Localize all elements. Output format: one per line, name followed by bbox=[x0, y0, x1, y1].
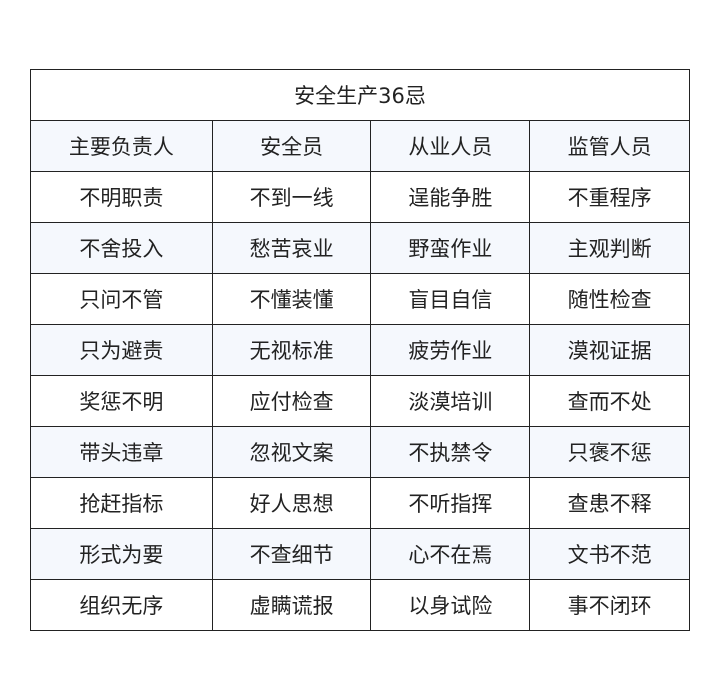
table-cell: 淡漠培训 bbox=[370, 375, 531, 427]
table-cell: 以身试险 bbox=[370, 579, 531, 631]
table-row: 只问不管 不懂装懂 盲目自信 随性检查 bbox=[30, 273, 690, 325]
table-cell: 愁苦哀业 bbox=[211, 222, 372, 274]
header-cell: 从业人员 bbox=[370, 120, 531, 172]
table-cell: 不到一线 bbox=[211, 171, 372, 223]
table-cell: 事不闭环 bbox=[529, 579, 690, 631]
table-cell: 查患不释 bbox=[529, 477, 690, 529]
table-cell: 逞能争胜 bbox=[370, 171, 531, 223]
table-cell: 不舍投入 bbox=[30, 222, 213, 274]
table-cell: 漠视证据 bbox=[529, 324, 690, 376]
table-cell: 野蛮作业 bbox=[370, 222, 531, 274]
header-cell: 主要负责人 bbox=[30, 120, 213, 172]
table-cell: 只为避责 bbox=[30, 324, 213, 376]
table-cell: 形式为要 bbox=[30, 528, 213, 580]
table-row: 抢赶指标 好人思想 不听指挥 查患不释 bbox=[30, 477, 690, 529]
table-cell: 好人思想 bbox=[211, 477, 372, 529]
table-cell: 只褒不惩 bbox=[529, 426, 690, 478]
table-cell: 不重程序 bbox=[529, 171, 690, 223]
table-cell: 带头违章 bbox=[30, 426, 213, 478]
table-cell: 查而不处 bbox=[529, 375, 690, 427]
safety-table: 安全生产36忌 主要负责人 安全员 从业人员 监管人员 不明职责 不到一线 逞能争胜… bbox=[30, 69, 690, 631]
table-cell: 随性检查 bbox=[529, 273, 690, 325]
table-cell: 不听指挥 bbox=[370, 477, 531, 529]
table-cell: 组织无序 bbox=[30, 579, 213, 631]
table-cell: 不明职责 bbox=[30, 171, 213, 223]
table-cell: 奖惩不明 bbox=[30, 375, 213, 427]
table-row: 不明职责 不到一线 逞能争胜 不重程序 bbox=[30, 171, 690, 223]
table-cell: 疲劳作业 bbox=[370, 324, 531, 376]
table-cell: 应付检查 bbox=[211, 375, 372, 427]
table-cell: 主观判断 bbox=[529, 222, 690, 274]
header-row: 主要负责人 安全员 从业人员 监管人员 bbox=[30, 120, 690, 172]
header-cell: 安全员 bbox=[211, 120, 372, 172]
table-cell: 抢赶指标 bbox=[30, 477, 213, 529]
table-cell: 盲目自信 bbox=[370, 273, 531, 325]
table-row: 不舍投入 愁苦哀业 野蛮作业 主观判断 bbox=[30, 222, 690, 274]
table-row: 形式为要 不查细节 心不在焉 文书不范 bbox=[30, 528, 690, 580]
title-row: 安全生产36忌 bbox=[30, 69, 690, 121]
table-row: 奖惩不明 应付检查 淡漠培训 查而不处 bbox=[30, 375, 690, 427]
table-cell: 忽视文案 bbox=[211, 426, 372, 478]
table-cell: 不懂装懂 bbox=[211, 273, 372, 325]
table-cell: 不查细节 bbox=[211, 528, 372, 580]
table-row: 只为避责 无视标准 疲劳作业 漠视证据 bbox=[30, 324, 690, 376]
header-cell: 监管人员 bbox=[529, 120, 690, 172]
table-cell: 文书不范 bbox=[529, 528, 690, 580]
table-cell: 心不在焉 bbox=[370, 528, 531, 580]
table-row: 带头违章 忽视文案 不执禁令 只褒不惩 bbox=[30, 426, 690, 478]
table-cell: 不执禁令 bbox=[370, 426, 531, 478]
table-row: 组织无序 虚瞒谎报 以身试险 事不闭环 bbox=[30, 579, 690, 631]
table-cell: 无视标准 bbox=[211, 324, 372, 376]
table-cell: 虚瞒谎报 bbox=[211, 579, 372, 631]
table-title: 安全生产36忌 bbox=[30, 69, 690, 121]
table-cell: 只问不管 bbox=[30, 273, 213, 325]
